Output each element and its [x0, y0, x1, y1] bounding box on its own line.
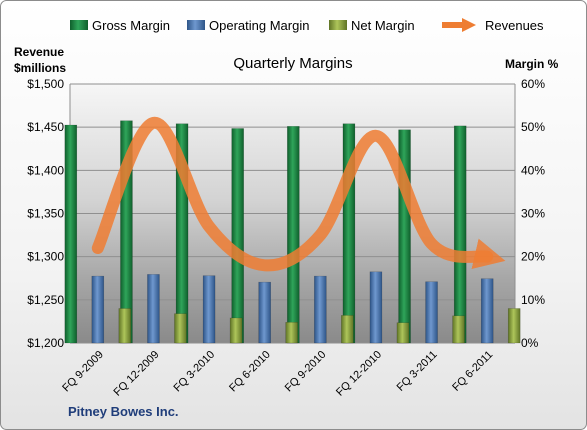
- left-tick-label: $1,350: [27, 207, 64, 221]
- right-axis-ticks: 0% 10% 20% 30% 40% 50% 60%: [521, 77, 545, 350]
- revenues-line: [91, 116, 506, 272]
- net-margin-bar: [118, 308, 132, 344]
- right-tick-label: 50%: [521, 120, 545, 134]
- legend-gross-margin-swatch: [70, 20, 88, 30]
- net-margin-bar: [341, 315, 354, 344]
- operating-margin-bar: [202, 275, 216, 344]
- right-tick-label: 20%: [521, 250, 545, 264]
- right-axis-label: Margin %: [505, 57, 559, 71]
- net-margin-bar: [507, 308, 521, 344]
- left-axis-label-line1: Revenue: [14, 45, 64, 59]
- gross-margin-bar: [231, 128, 244, 344]
- legend-gross-margin-label: Gross Margin: [92, 18, 170, 33]
- net-margin-bar: [285, 322, 298, 344]
- source-label: Pitney Bowes Inc.: [68, 404, 179, 419]
- net-margin-bar: [174, 313, 187, 344]
- legend-operating-margin: Operating Margin: [187, 18, 309, 33]
- operating-margin-bar: [480, 278, 494, 344]
- legend-revenues: Revenues: [442, 18, 544, 33]
- legend-gross-margin: Gross Margin: [70, 18, 170, 33]
- operating-margin-bar: [369, 271, 383, 344]
- legend-net-margin-swatch: [329, 20, 347, 30]
- operating-margin-bar: [314, 275, 327, 344]
- right-tick-label: 60%: [521, 77, 545, 91]
- operating-margin-bar: [147, 274, 160, 344]
- legend-operating-margin-swatch: [187, 20, 205, 30]
- net-margin-bar: [452, 315, 465, 344]
- gross-margin-bar: [64, 124, 78, 344]
- legend-net-margin: Net Margin: [329, 18, 415, 33]
- operating-margin-bar: [258, 281, 271, 344]
- left-tick-label: $1,400: [27, 163, 64, 177]
- right-tick-label: 0%: [521, 336, 539, 350]
- left-axis-label-line2: $millions: [14, 61, 66, 75]
- legend: Gross Margin Operating Margin Net Margin…: [70, 18, 544, 33]
- left-tick-label: $1,250: [27, 293, 64, 307]
- operating-margin-bar: [91, 275, 105, 344]
- left-axis-ticks: $1,200 $1,250 $1,300 $1,350 $1,400 $1,450 $1,5…: [27, 77, 64, 350]
- right-tick-label: 40%: [521, 163, 545, 177]
- right-tick-label: 10%: [521, 293, 545, 307]
- net-margin-bar: [396, 322, 410, 344]
- right-tick-label: 30%: [521, 207, 545, 221]
- chart-title: Quarterly Margins: [233, 55, 352, 72]
- gross-margin-bar: [287, 126, 300, 344]
- operating-margin-bar: [425, 281, 438, 344]
- legend-revenues-arrow-icon: [462, 18, 476, 32]
- gross-margin-bar: [453, 125, 467, 344]
- net-margin-bar: [229, 317, 243, 344]
- left-tick-label: $1,450: [27, 120, 64, 134]
- legend-net-margin-label: Net Margin: [351, 18, 415, 33]
- left-tick-label: $1,300: [27, 250, 64, 264]
- legend-operating-margin-label: Operating Margin: [209, 18, 309, 33]
- legend-revenues-label: Revenues: [485, 18, 544, 33]
- left-tick-label: $1,200: [27, 336, 64, 350]
- left-tick-label: $1,500: [27, 77, 64, 91]
